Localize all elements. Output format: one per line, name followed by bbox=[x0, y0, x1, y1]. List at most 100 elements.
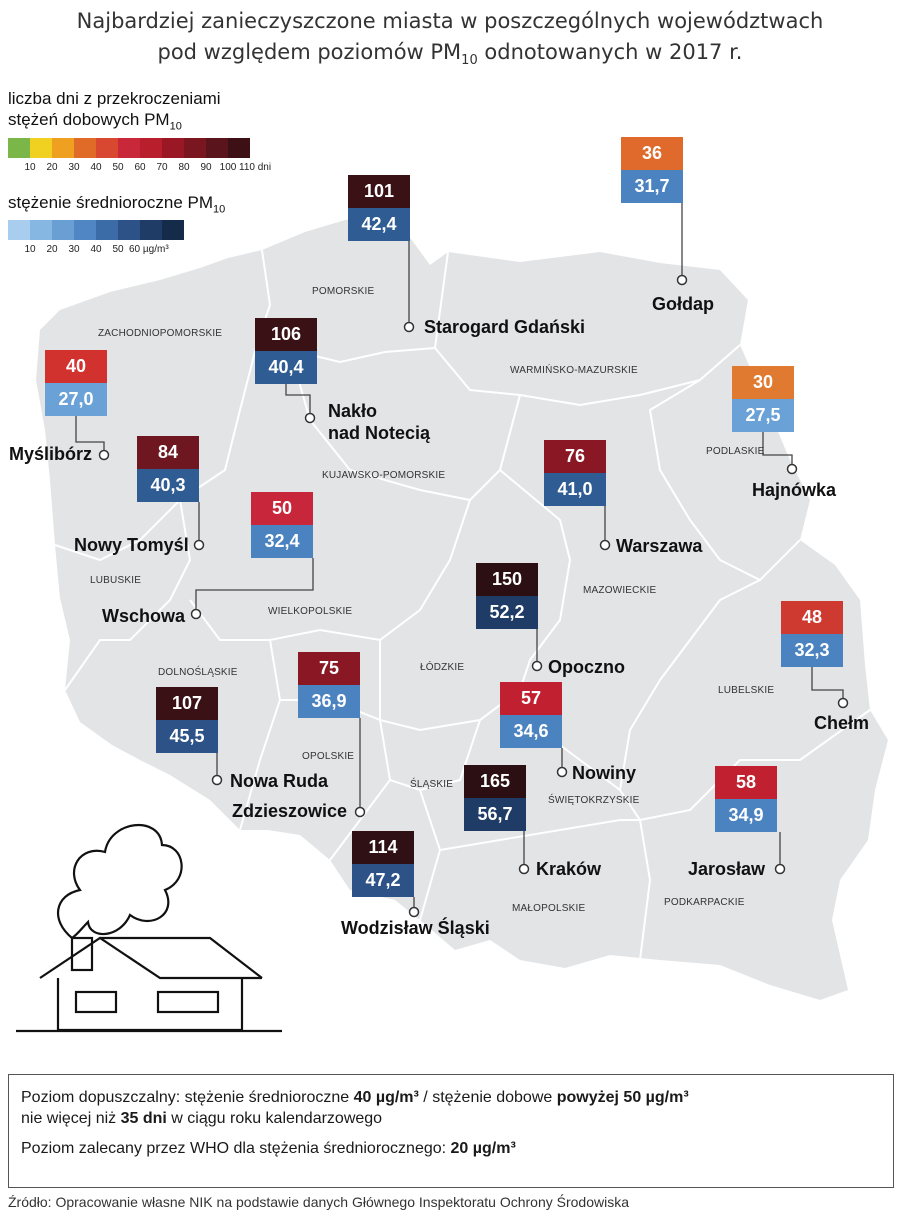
days-value: 76 bbox=[544, 440, 606, 473]
days-value: 57 bbox=[500, 682, 562, 715]
legend-swatch bbox=[118, 138, 140, 158]
legend-swatch bbox=[74, 220, 96, 240]
legend-conc-ticks: 10 20 30 40 50 60 µg/m³ bbox=[19, 244, 169, 255]
region-label: WARMIŃSKO-MAZURSKIE bbox=[510, 365, 638, 376]
days-value: 114 bbox=[352, 831, 414, 864]
legend-days-title: liczba dni z przekroczeniami stężeń dobo… bbox=[8, 89, 221, 133]
city-label: Starogard Gdański bbox=[424, 317, 586, 337]
leader-lines bbox=[75, 203, 844, 912]
leader-line bbox=[75, 416, 105, 455]
city-marker bbox=[774, 863, 786, 875]
city-badge: 101 42,4 bbox=[348, 175, 410, 241]
legend-tick: 40 bbox=[90, 162, 102, 173]
city-badge: 76 41,0 bbox=[544, 440, 606, 506]
city-label: Jarosław bbox=[688, 859, 766, 879]
days-value: 107 bbox=[156, 687, 218, 720]
smoke-icon bbox=[56, 823, 183, 940]
legend-tick: 60 µg/m³ bbox=[129, 244, 169, 255]
legend-days-ticks: 10 20 30 40 50 60 70 80 90 100 110 dni bbox=[19, 162, 272, 173]
city-marker bbox=[98, 449, 110, 461]
conc-value: 56,7 bbox=[464, 798, 526, 831]
city-badge: 36 31,7 bbox=[621, 137, 683, 203]
legend-tick: 20 bbox=[46, 244, 58, 255]
city-badge: 114 47,2 bbox=[352, 831, 414, 897]
legend-swatch bbox=[96, 220, 118, 240]
city-label: Nakło nad Notecią bbox=[328, 401, 431, 443]
region-label: MAŁOPOLSKIE bbox=[512, 903, 586, 914]
region-label: ŚWIĘTOKRZYSKIE bbox=[548, 795, 640, 806]
legend-conc-scale bbox=[8, 220, 184, 240]
city-badge: 50 32,4 bbox=[251, 492, 313, 558]
leader-line bbox=[811, 667, 844, 703]
city-label: Myślibórz bbox=[9, 444, 93, 464]
legend-tick: 110 dni bbox=[239, 162, 272, 173]
city-marker bbox=[403, 321, 415, 333]
conc-value: 41,0 bbox=[544, 473, 606, 506]
legend-swatch bbox=[8, 220, 30, 240]
days-value: 58 bbox=[715, 766, 777, 799]
legend-tick: 60 bbox=[134, 162, 146, 173]
conc-value: 27,0 bbox=[45, 383, 107, 416]
legend-swatch bbox=[118, 220, 140, 240]
city-label: Opoczno bbox=[548, 657, 625, 677]
conc-value: 27,5 bbox=[732, 399, 794, 432]
legend-tick: 10 bbox=[24, 244, 36, 255]
city-marker bbox=[837, 697, 849, 709]
city-marker bbox=[556, 766, 568, 778]
city-markers bbox=[98, 274, 849, 918]
city-badge: 58 34,9 bbox=[715, 766, 777, 832]
city-badge: 48 32,3 bbox=[781, 601, 843, 667]
region-label: POMORSKIE bbox=[312, 286, 375, 297]
region-label: WIELKOPOLSKIE bbox=[268, 606, 353, 617]
city-marker bbox=[211, 774, 223, 786]
city-marker bbox=[676, 274, 688, 286]
poland-outline bbox=[36, 213, 888, 1000]
days-value: 30 bbox=[732, 366, 794, 399]
legend-swatch bbox=[30, 220, 52, 240]
city-badge: 107 45,5 bbox=[156, 687, 218, 753]
city-badge: 30 27,5 bbox=[732, 366, 794, 432]
days-value: 48 bbox=[781, 601, 843, 634]
source-note: Źródło: Opracowanie własne NIK na podsta… bbox=[8, 1194, 629, 1210]
region-label: LUBUSKIE bbox=[90, 575, 142, 586]
city-label: Nowa Ruda bbox=[230, 771, 329, 791]
legend-tick: 10 bbox=[24, 162, 36, 173]
days-value: 101 bbox=[348, 175, 410, 208]
city-badge: 84 40,3 bbox=[137, 436, 199, 502]
days-value: 84 bbox=[137, 436, 199, 469]
city-marker bbox=[354, 806, 366, 818]
conc-value: 34,6 bbox=[500, 715, 562, 748]
city-label: Kraków bbox=[536, 859, 602, 879]
legend-swatch bbox=[140, 220, 162, 240]
legend-tick: 40 bbox=[90, 244, 102, 255]
region-label: ŚLĄSKIE bbox=[410, 779, 454, 790]
legend-tick: 80 bbox=[178, 162, 190, 173]
conc-value: 36,9 bbox=[298, 685, 360, 718]
region-label: ZACHODNIOPOMORSKIE bbox=[98, 328, 223, 339]
conc-value: 32,4 bbox=[251, 525, 313, 558]
city-badge: 75 36,9 bbox=[298, 652, 360, 718]
city-label: Nowiny bbox=[572, 763, 637, 783]
region-label: LUBELSKIE bbox=[718, 685, 775, 696]
house-smoke-illustration bbox=[16, 823, 282, 1033]
city-marker bbox=[190, 608, 202, 620]
conc-value: 47,2 bbox=[352, 864, 414, 897]
city-marker bbox=[408, 906, 420, 918]
region-label: OPOLSKIE bbox=[302, 751, 355, 762]
conc-value: 40,3 bbox=[137, 469, 199, 502]
leader-line bbox=[285, 384, 311, 418]
city-badge: 40 27,0 bbox=[45, 350, 107, 416]
city-label: Zdzieszowice bbox=[232, 801, 348, 821]
city-badge: 106 40,4 bbox=[255, 318, 317, 384]
city-marker bbox=[786, 463, 798, 475]
region-label: MAZOWIECKIE bbox=[583, 585, 657, 596]
city-badge: 150 52,2 bbox=[476, 563, 538, 629]
chart-title: Najbardziej zanieczyszczone miasta w pos… bbox=[0, 6, 900, 76]
legend-swatch bbox=[228, 138, 250, 158]
title-line-2: pod względem poziomów PM10 odnotowanych … bbox=[157, 40, 743, 69]
legend-tick: 90 bbox=[200, 162, 212, 173]
conc-value: 32,3 bbox=[781, 634, 843, 667]
legend-tick: 50 bbox=[112, 244, 124, 255]
region-label: PODKARPACKIE bbox=[664, 897, 745, 908]
